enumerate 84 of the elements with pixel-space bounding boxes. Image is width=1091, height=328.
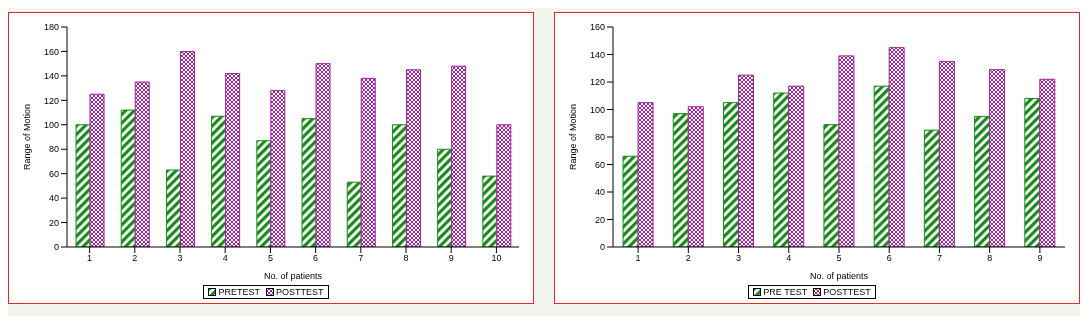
y-tick-label: 0 (599, 242, 605, 253)
x-tick-label: 7 (358, 253, 364, 264)
x-tick-label: 1 (635, 253, 641, 264)
y-tick-label: 40 (594, 187, 605, 198)
bar (360, 77, 376, 247)
x-tick-label: 9 (1037, 253, 1043, 264)
x-tick-label: 9 (448, 253, 454, 264)
x-tick-label: 4 (786, 253, 792, 264)
bar (75, 124, 91, 247)
y-tick-label: 120 (589, 77, 605, 88)
x-tick-label: 6 (313, 253, 319, 264)
bar (974, 115, 991, 247)
x-tick-label: 1 (87, 253, 93, 264)
bar (211, 115, 227, 247)
bar (89, 93, 105, 247)
bar (391, 124, 407, 247)
x-tick-label: 5 (836, 253, 842, 264)
bar (938, 60, 955, 247)
bar (737, 74, 754, 247)
x-tick-label: 2 (132, 253, 138, 264)
y-tick-label: 60 (48, 168, 59, 179)
x-tick-label: 6 (886, 253, 892, 264)
bar (120, 109, 136, 247)
bar (622, 155, 639, 247)
x-tick-label: 10 (491, 253, 502, 264)
bar (405, 69, 421, 247)
bar (1039, 78, 1056, 247)
y-tick-label: 20 (594, 214, 605, 225)
bar (873, 85, 890, 247)
bar (451, 65, 467, 247)
bar (788, 85, 805, 247)
y-tick-label: 0 (53, 242, 59, 253)
bar (437, 148, 453, 247)
bar (773, 92, 790, 247)
y-tick-label: 140 (589, 49, 605, 60)
bar (923, 129, 940, 247)
bar (722, 102, 739, 247)
y-tick-label: 100 (589, 104, 605, 115)
x-tick-label: 3 (177, 253, 183, 264)
legend-label: PRETEST (217, 287, 260, 297)
y-tick-label: 80 (594, 132, 605, 143)
y-tick-label: 40 (48, 193, 59, 204)
bar (888, 47, 905, 247)
x-tick-label: 8 (987, 253, 993, 264)
x-tick-label: 8 (403, 253, 409, 264)
bar (301, 118, 317, 247)
y-tick-label: 120 (43, 95, 59, 106)
x-axis-title: No. of patients (809, 271, 869, 281)
y-tick-label: 140 (43, 71, 59, 82)
bar (672, 113, 689, 247)
y-axis-title: Range of Motion (568, 103, 579, 171)
y-tick-label: 160 (589, 22, 605, 33)
y-tick-label: 100 (43, 119, 59, 130)
bar (346, 181, 362, 247)
bar (838, 55, 855, 247)
bar (134, 81, 150, 247)
x-tick-label: 7 (936, 253, 942, 264)
bar (823, 124, 840, 247)
bar (482, 175, 498, 247)
x-axis-title: No. of patients (263, 271, 323, 281)
x-tick-label: 2 (685, 253, 691, 264)
legend-label: PRE TEST (762, 287, 808, 297)
y-tick-label: 160 (43, 46, 59, 57)
legend-label: POSTTEST (822, 287, 871, 297)
legend-label: POSTTEST (275, 287, 324, 297)
y-tick-label: 60 (594, 159, 605, 170)
x-tick-label: 3 (736, 253, 742, 264)
bar (165, 169, 181, 247)
bar (315, 63, 331, 247)
y-tick-label: 80 (48, 144, 59, 155)
x-tick-label: 4 (222, 253, 228, 264)
bar (225, 72, 241, 247)
x-tick-label: 5 (267, 253, 273, 264)
bar (1024, 98, 1041, 247)
y-tick-label: 20 (48, 217, 59, 228)
bar (637, 102, 654, 247)
bar (270, 90, 286, 247)
y-axis-title: Range of Motion (22, 103, 33, 171)
bar (687, 106, 704, 247)
bar (496, 124, 512, 247)
bar (179, 50, 195, 247)
y-tick-label: 180 (43, 22, 59, 33)
bar (989, 69, 1006, 247)
bar (256, 140, 272, 247)
